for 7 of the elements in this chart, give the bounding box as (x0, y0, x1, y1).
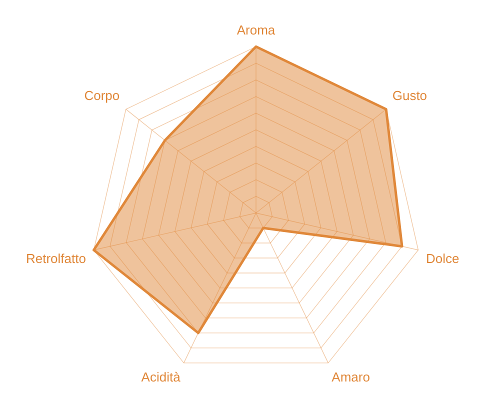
spoke-label: Aroma (236, 22, 276, 38)
spoke-label: Amaro (332, 370, 370, 385)
spoke-label: Gusto (392, 88, 428, 104)
spoke-label: Corpo (84, 88, 120, 104)
spoke-label: Dolce (426, 251, 460, 266)
spoke-label: Retrolfatto (26, 251, 86, 266)
spoke-label: Acidità (141, 370, 182, 385)
